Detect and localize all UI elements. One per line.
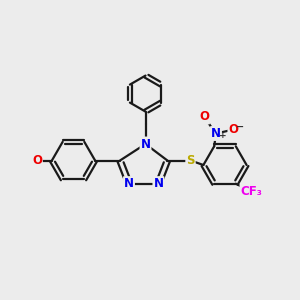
Text: N: N <box>211 127 221 140</box>
Text: N: N <box>140 137 151 151</box>
Text: S: S <box>186 154 195 167</box>
Text: O: O <box>228 123 239 136</box>
Text: O: O <box>32 154 42 167</box>
Text: O: O <box>199 110 209 124</box>
Text: −: − <box>236 122 244 132</box>
Text: N: N <box>153 177 164 190</box>
Text: N: N <box>124 177 134 190</box>
Text: +: + <box>219 130 226 140</box>
Text: CF₃: CF₃ <box>241 185 262 198</box>
